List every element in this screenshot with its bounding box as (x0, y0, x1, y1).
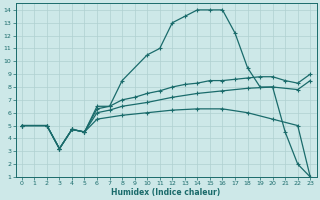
X-axis label: Humidex (Indice chaleur): Humidex (Indice chaleur) (111, 188, 221, 197)
